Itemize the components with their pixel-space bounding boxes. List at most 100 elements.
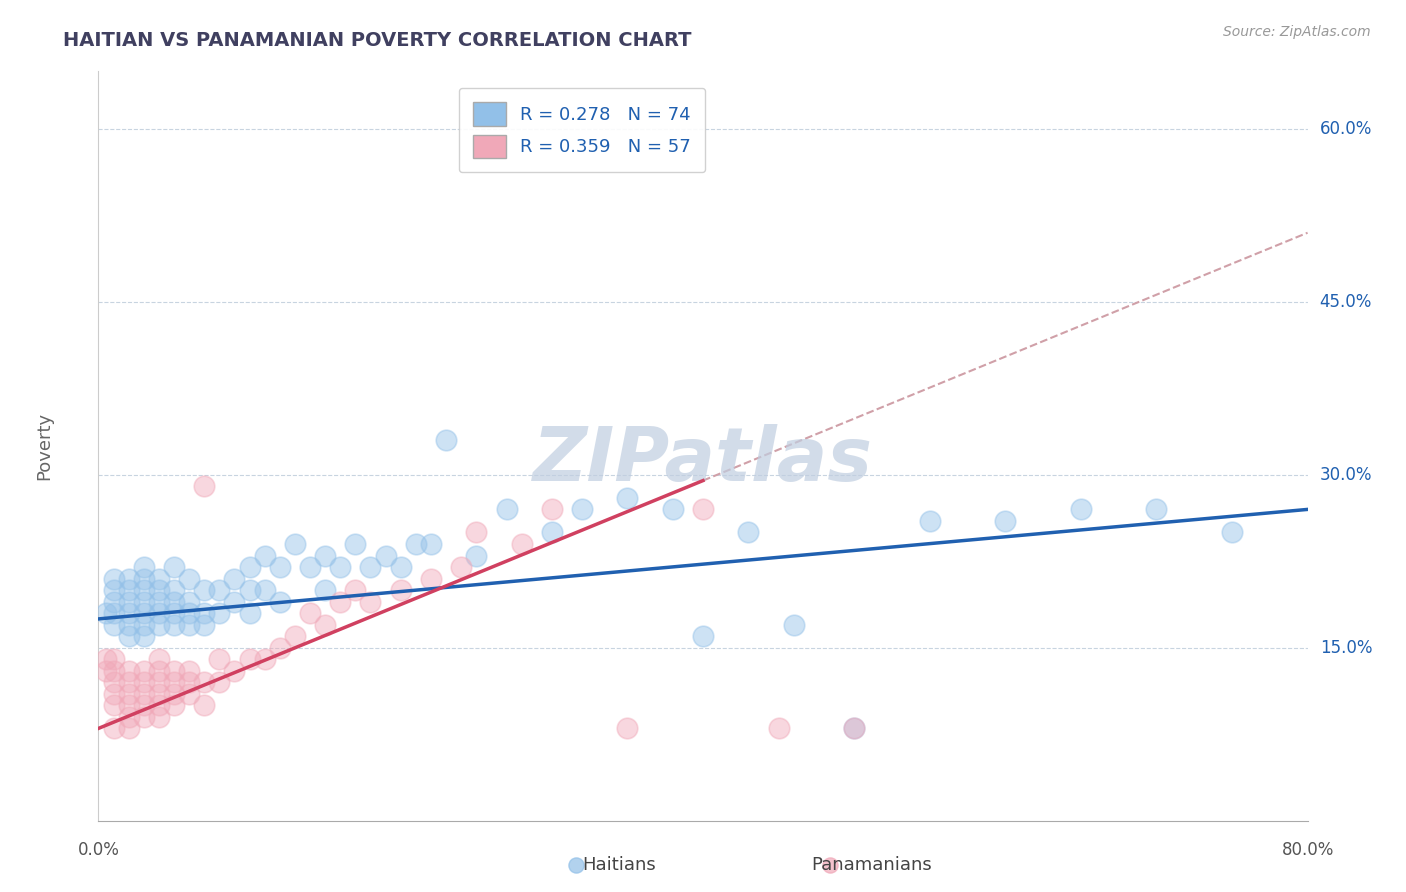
Point xyxy=(118,722,141,736)
Point xyxy=(94,606,117,620)
Point xyxy=(314,617,336,632)
Point xyxy=(253,549,276,563)
Point xyxy=(918,514,941,528)
Point xyxy=(163,664,186,678)
Point xyxy=(179,617,201,632)
Text: Panamanians: Panamanians xyxy=(811,856,932,874)
Point xyxy=(103,675,125,690)
Point xyxy=(239,560,262,574)
Point xyxy=(148,617,170,632)
Point xyxy=(132,606,155,620)
Point xyxy=(132,710,155,724)
Text: Haitians: Haitians xyxy=(582,856,655,874)
Point xyxy=(844,722,866,736)
Point xyxy=(163,687,186,701)
Point xyxy=(344,537,367,551)
Point xyxy=(148,710,170,724)
Point xyxy=(148,583,170,598)
Point xyxy=(163,583,186,598)
Point xyxy=(148,664,170,678)
Point xyxy=(329,560,352,574)
Point xyxy=(118,710,141,724)
Point xyxy=(389,560,412,574)
Point xyxy=(132,572,155,586)
Point xyxy=(239,606,262,620)
Point xyxy=(616,491,638,505)
Point xyxy=(360,594,382,608)
Point xyxy=(299,560,322,574)
Point xyxy=(465,549,488,563)
Point xyxy=(434,434,457,448)
Point xyxy=(269,560,291,574)
Point xyxy=(103,617,125,632)
Point xyxy=(344,583,367,598)
Point xyxy=(224,664,246,678)
Point xyxy=(132,594,155,608)
Point xyxy=(208,583,231,598)
Point xyxy=(118,664,141,678)
Text: HAITIAN VS PANAMANIAN POVERTY CORRELATION CHART: HAITIAN VS PANAMANIAN POVERTY CORRELATIO… xyxy=(63,31,692,50)
Point xyxy=(163,560,186,574)
Point xyxy=(148,687,170,701)
Text: 80.0%: 80.0% xyxy=(1281,841,1334,859)
Point xyxy=(179,675,201,690)
Point xyxy=(118,572,141,586)
Point xyxy=(193,617,215,632)
Text: 30.0%: 30.0% xyxy=(1320,466,1372,483)
Point xyxy=(103,572,125,586)
Point xyxy=(224,572,246,586)
Point xyxy=(495,502,517,516)
Text: Poverty: Poverty xyxy=(35,412,53,480)
Point xyxy=(179,606,201,620)
Point xyxy=(103,722,125,736)
Point xyxy=(616,722,638,736)
Point xyxy=(94,652,117,666)
Point xyxy=(132,698,155,713)
Point xyxy=(118,629,141,643)
Text: 15.0%: 15.0% xyxy=(1320,639,1372,657)
Point xyxy=(844,722,866,736)
Point xyxy=(193,583,215,598)
Point xyxy=(148,652,170,666)
Point xyxy=(284,537,307,551)
Point xyxy=(163,594,186,608)
Point xyxy=(163,606,186,620)
Point xyxy=(329,594,352,608)
Point xyxy=(540,525,562,540)
Point xyxy=(163,675,186,690)
Point xyxy=(692,502,714,516)
Point xyxy=(994,514,1017,528)
Point xyxy=(118,675,141,690)
Point xyxy=(314,549,336,563)
Point xyxy=(132,687,155,701)
Point xyxy=(179,572,201,586)
Point xyxy=(208,675,231,690)
Point xyxy=(768,722,790,736)
Point xyxy=(103,606,125,620)
Point xyxy=(132,629,155,643)
Point xyxy=(132,664,155,678)
Point xyxy=(179,664,201,678)
Legend: R = 0.278   N = 74, R = 0.359   N = 57: R = 0.278 N = 74, R = 0.359 N = 57 xyxy=(458,88,706,172)
Point xyxy=(465,525,488,540)
Point xyxy=(299,606,322,620)
Point xyxy=(193,606,215,620)
Point xyxy=(132,617,155,632)
Point xyxy=(103,687,125,701)
Point xyxy=(1220,525,1243,540)
Text: 60.0%: 60.0% xyxy=(1320,120,1372,138)
Point xyxy=(179,594,201,608)
Text: 0.0%: 0.0% xyxy=(77,841,120,859)
Point xyxy=(132,560,155,574)
Point xyxy=(148,698,170,713)
Point xyxy=(540,502,562,516)
Point xyxy=(193,675,215,690)
Point xyxy=(193,479,215,493)
Point xyxy=(208,606,231,620)
Point xyxy=(389,583,412,598)
Point xyxy=(103,652,125,666)
Point xyxy=(420,572,443,586)
Point xyxy=(405,537,427,551)
Point xyxy=(148,675,170,690)
Point xyxy=(239,583,262,598)
